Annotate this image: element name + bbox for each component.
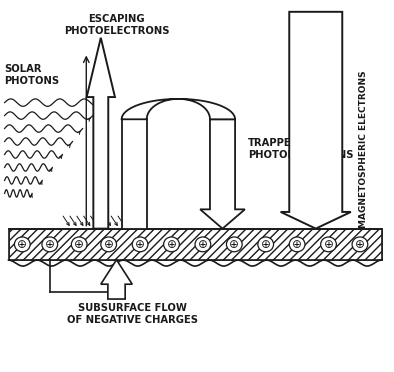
Text: ⊕: ⊕ bbox=[229, 238, 239, 251]
Text: ⊕: ⊕ bbox=[17, 238, 27, 251]
Text: ⊕: ⊕ bbox=[355, 238, 365, 251]
Text: ESCAPING
PHOTOELECTRONS: ESCAPING PHOTOELECTRONS bbox=[64, 14, 169, 36]
Circle shape bbox=[42, 237, 58, 252]
Text: ⊕: ⊕ bbox=[135, 238, 145, 251]
Bar bbox=[9, 229, 381, 260]
Circle shape bbox=[258, 237, 273, 252]
Circle shape bbox=[101, 237, 117, 252]
Text: ⊕: ⊕ bbox=[323, 238, 333, 251]
Text: NET FLUX OF: NET FLUX OF bbox=[303, 94, 312, 160]
Text: ⊕: ⊕ bbox=[45, 238, 55, 251]
Circle shape bbox=[227, 237, 242, 252]
Text: ⊕: ⊕ bbox=[74, 238, 84, 251]
Circle shape bbox=[321, 237, 336, 252]
Polygon shape bbox=[281, 12, 351, 229]
Circle shape bbox=[71, 237, 87, 252]
Polygon shape bbox=[122, 99, 235, 119]
Circle shape bbox=[289, 237, 305, 252]
Text: ⊕: ⊕ bbox=[104, 238, 113, 251]
Text: ⊕: ⊕ bbox=[198, 238, 208, 251]
Circle shape bbox=[164, 237, 179, 252]
Text: ⊕: ⊕ bbox=[292, 238, 302, 251]
Circle shape bbox=[132, 237, 148, 252]
Circle shape bbox=[195, 237, 211, 252]
Circle shape bbox=[15, 237, 30, 252]
Text: SUBSURFACE FLOW
OF NEGATIVE CHARGES: SUBSURFACE FLOW OF NEGATIVE CHARGES bbox=[67, 303, 198, 325]
Text: SOLAR
PHOTONS: SOLAR PHOTONS bbox=[5, 64, 60, 86]
Circle shape bbox=[352, 237, 368, 252]
Text: ⊕: ⊕ bbox=[261, 238, 271, 251]
Text: MAGNETOSPHERIC ELECTRONS: MAGNETOSPHERIC ELECTRONS bbox=[359, 70, 368, 228]
Text: TRAPPED
PHOTOELECTRONS: TRAPPED PHOTOELECTRONS bbox=[248, 138, 353, 160]
Bar bbox=[9, 229, 381, 260]
Polygon shape bbox=[122, 119, 147, 229]
Text: ⊕: ⊕ bbox=[167, 238, 177, 251]
Polygon shape bbox=[101, 260, 132, 299]
Polygon shape bbox=[87, 38, 115, 229]
Polygon shape bbox=[200, 119, 245, 229]
